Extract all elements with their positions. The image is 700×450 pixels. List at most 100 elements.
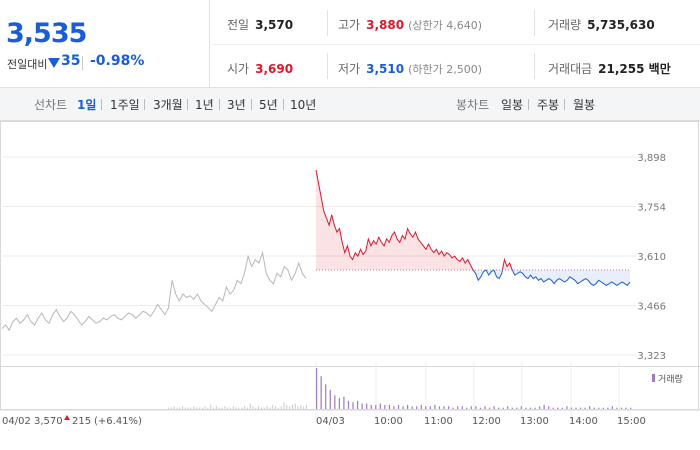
volume-bar (466, 407, 468, 409)
x-tick-label: 13:00 (520, 416, 549, 427)
volume-bar (297, 406, 299, 409)
down-price-line (493, 269, 503, 280)
tab-monthly-candle[interactable]: 월봉 (573, 98, 596, 112)
volume-bar (552, 407, 554, 409)
change-label: 전일대비 (7, 58, 48, 71)
volume-bar (168, 407, 169, 409)
volume-bar (252, 406, 254, 409)
prev-day-change: 215 (72, 416, 91, 427)
tab-3year[interactable]: 3년 (227, 98, 246, 112)
volume-bar (272, 404, 274, 409)
tab-10year[interactable]: 10년 (290, 98, 317, 112)
volume-bar (420, 404, 422, 409)
volume-bar (246, 407, 248, 409)
volume-bar (525, 407, 527, 409)
x-tick-label: 11:00 (424, 416, 453, 427)
volume-bar (176, 407, 178, 409)
volume-bar (388, 404, 391, 409)
volume-bar (493, 406, 495, 409)
volume-bar (625, 407, 627, 409)
volume-bar (275, 406, 277, 409)
tab-3month[interactable]: 3개월 (153, 98, 183, 112)
volume-bar (511, 407, 513, 409)
volume-bar (334, 395, 336, 409)
volume-bar (561, 407, 563, 409)
stat-separator (327, 10, 328, 36)
down-price-line (511, 269, 631, 287)
tab-separator (564, 99, 565, 110)
current-price-box: 3,535 전일대비 35 -0.98% (0, 0, 210, 88)
volume-bar (579, 407, 582, 409)
y-tick-label: 3,898 (637, 153, 666, 164)
down-area (493, 269, 503, 279)
tab-separator (144, 99, 145, 110)
volume-bar (325, 384, 327, 409)
volume-bar (269, 407, 271, 409)
volume-bar (488, 407, 491, 409)
stat-amount: 거래대금 21,255 백만 (548, 62, 671, 76)
x-tick-label: 10:00 (374, 416, 403, 427)
down-price-line (485, 269, 495, 277)
volume-bar (187, 407, 189, 409)
down-arrow-icon (48, 58, 60, 68)
x-tick-label: 04/03 (316, 416, 345, 427)
chart-lines (1, 169, 631, 332)
volume-bar (543, 404, 545, 409)
volume-bar (338, 398, 340, 409)
tab-1year[interactable]: 1년 (195, 98, 214, 112)
volume-bar (366, 403, 368, 409)
prev-day-price-line (1, 250, 307, 332)
chart-areas (316, 170, 630, 286)
volume-bar (329, 389, 331, 409)
volume-bar (570, 407, 573, 409)
volume-bar (461, 406, 463, 409)
prev-day-change-pct: (+6.41%) (94, 416, 142, 427)
volume-bar (602, 407, 604, 409)
volume-bar (616, 407, 618, 409)
volume-bar (286, 404, 288, 409)
volume-bar (379, 403, 381, 409)
volume-bar (575, 407, 577, 409)
y-tick-label: 3,323 (637, 351, 666, 362)
price-chart-svg: 3,898 3,754 3,610 3,466 3,323 04/03 10:00 11:0… (0, 121, 700, 427)
up-arrow-icon (64, 415, 70, 420)
volume-bar (235, 407, 237, 409)
y-tick-label: 3,610 (637, 252, 666, 263)
tab-weekly-candle[interactable]: 주봉 (537, 98, 560, 112)
volume-bar (241, 407, 243, 409)
volume-bar (630, 407, 632, 409)
change-separator (82, 56, 83, 70)
y-tick-label: 3,754 (637, 203, 666, 214)
volume-bar (280, 406, 282, 409)
volume-bar (584, 407, 586, 409)
volume-bar (375, 404, 377, 409)
volume-bar (173, 406, 175, 409)
up-price-line (501, 257, 513, 271)
volume-bar (507, 406, 509, 409)
volume-bar (289, 406, 291, 409)
tab-1week[interactable]: 1주일 (110, 98, 140, 112)
volume-bar (397, 404, 400, 409)
candle-chart-label: 봉차트 (456, 98, 490, 112)
volume-bar (607, 407, 609, 409)
volume-bar (470, 406, 472, 409)
stat-low: 저가 3,510 (하한가 2,500) (338, 62, 482, 76)
y-tick-label: 3,466 (637, 302, 666, 313)
volume-bar (429, 406, 431, 409)
tab-1day[interactable]: 1일 (77, 98, 97, 112)
volume-bar (238, 407, 240, 409)
volume-bar (589, 406, 591, 409)
volume-bar (300, 404, 302, 409)
tab-separator (528, 99, 529, 110)
x-tick-label: 14:00 (569, 416, 598, 427)
volume-bar (258, 406, 260, 409)
volume-bar (475, 406, 477, 409)
tab-separator (101, 99, 102, 110)
volume-bar (498, 407, 500, 409)
tab-5year[interactable]: 5년 (259, 98, 278, 112)
stat-separator (327, 53, 328, 79)
volume-bar (190, 407, 192, 409)
volume-bar (534, 407, 536, 409)
tab-daily-candle[interactable]: 일봉 (501, 98, 524, 112)
volume-bar (283, 402, 285, 409)
